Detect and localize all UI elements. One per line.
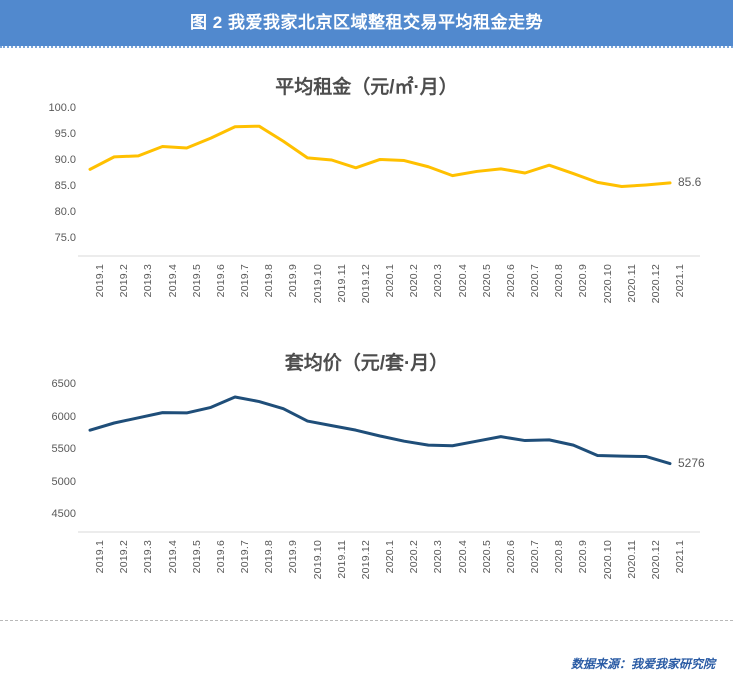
y-axis-tick-label: 5000	[51, 475, 76, 488]
chart-average-rent-per-unit: 套均价（元/套·月） 6500 6000 5500 5000 4500 2019.1 20…	[0, 336, 733, 618]
x-axis-tick-label: 2020.12	[649, 264, 662, 304]
x-axis-tick-label: 2020.5	[480, 264, 493, 298]
x-axis-tick-label: 2020.4	[456, 540, 469, 574]
x-axis-tick-label: 2019.10	[311, 264, 324, 304]
x-axis-tick-label: 2019.2	[118, 540, 131, 574]
x-axis-tick-label: 2019.8	[263, 264, 276, 298]
x-axis-tick-label: 2019.9	[287, 264, 300, 298]
chart-2-plot-area	[0, 384, 733, 534]
y-axis-tick-label: 75.0	[54, 232, 76, 244]
x-axis-tick-label: 2019.3	[142, 540, 155, 574]
page-title: 图 2 我爱我家北京区域整租交易平均租金走势	[190, 13, 543, 32]
chart-1-title: 平均租金（元/㎡·月）	[275, 77, 458, 98]
x-axis-tick-label: 2020.5	[480, 540, 493, 574]
x-axis-tick-label: 2019.5	[190, 264, 203, 298]
y-axis-tick-label: 5500	[51, 443, 76, 455]
chart-2-line-svg	[78, 395, 700, 533]
x-axis-tick-label: 2019.6	[214, 540, 227, 574]
x-axis-tick-label: 2021.1	[674, 540, 686, 574]
chart-2-y-axis: 6500 6000 5500 5000 4500	[28, 378, 76, 534]
x-axis-tick-label: 2020.8	[553, 540, 566, 574]
x-axis-tick-label: 2020.3	[432, 540, 445, 574]
x-axis-tick-label: 2020.9	[577, 264, 590, 298]
y-axis-tick-label: 6500	[51, 378, 76, 390]
x-axis-tick-label: 2019.3	[142, 264, 155, 298]
y-axis-tick-label: 80.0	[54, 206, 76, 218]
y-axis-tick-label: 85.0	[54, 180, 76, 192]
x-axis-tick-label: 2020.2	[408, 264, 421, 298]
x-axis-tick-label: 2020.9	[577, 540, 590, 574]
chart-1-x-axis: 2019.1 2019.2 2019.3 2019.4 2019.5 2019.6 2019…	[0, 264, 733, 330]
data-series-line	[88, 395, 672, 466]
x-axis-tick-label: 2021.1	[674, 264, 686, 298]
header-banner: 图 2 我爱我家北京区域整租交易平均租金走势	[0, 0, 733, 46]
x-axis-tick-label: 2019.10	[311, 540, 324, 580]
x-axis-tick-label: 2019.12	[359, 264, 372, 304]
x-axis-tick-label: 2019.5	[190, 540, 203, 574]
x-axis-tick-label: 2019.4	[166, 540, 179, 574]
chart-1-line-svg	[78, 124, 700, 257]
endpoint-value-label: 5276	[678, 455, 705, 470]
y-axis-tick-label: 4500	[51, 508, 76, 520]
x-axis-tick-label: 2019.9	[287, 540, 300, 574]
x-axis-tick-label: 2020.6	[504, 540, 517, 574]
y-axis-tick-label: 90.0	[54, 154, 76, 166]
x-axis-tick-label: 2019.7	[239, 264, 251, 298]
data-source-note: 数据来源：我爱我家研究院	[570, 657, 715, 671]
x-axis-tick-label: 2020.8	[553, 264, 566, 298]
chart-1-plot-area	[0, 108, 733, 258]
y-axis-tick-label: 100.0	[48, 102, 76, 114]
x-axis-tick-label: 2019.11	[335, 264, 348, 303]
x-axis-tick-label: 2020.3	[432, 264, 445, 298]
x-axis-tick-label: 2019.2	[118, 264, 131, 298]
x-axis-tick-label: 2020.10	[601, 264, 614, 304]
chart-2-title: 套均价（元/套·月）	[284, 353, 449, 374]
chart-2-x-axis: 2019.1 2019.2 2019.3 2019.4 2019.5 2019.6 2019…	[0, 540, 733, 606]
x-axis-tick-label: 2020.7	[529, 264, 541, 298]
x-axis-tick-label: 2020.4	[456, 264, 469, 298]
footer-dashed-divider	[0, 620, 733, 621]
x-axis-tick-label: 2019.7	[239, 540, 251, 574]
x-axis-tick-label: 2020.1	[384, 540, 396, 574]
x-axis-tick-label: 2019.11	[335, 540, 348, 579]
x-axis-tick-label: 2020.2	[408, 540, 421, 574]
x-axis-tick-label: 2020.6	[504, 264, 517, 298]
x-axis-tick-label: 2019.1	[94, 540, 106, 574]
x-axis-tick-label: 2019.8	[263, 540, 276, 574]
x-axis-tick-label: 2020.1	[384, 264, 396, 298]
x-axis-tick-label: 2020.11	[625, 540, 638, 579]
x-axis-tick-label: 2020.12	[649, 540, 662, 580]
x-axis-tick-label: 2019.4	[166, 264, 179, 298]
endpoint-value-label: 85.6	[678, 174, 702, 189]
x-axis-tick-label: 2020.7	[529, 540, 541, 574]
x-axis-tick-label: 2019.6	[214, 264, 227, 298]
x-axis-tick-label: 2020.10	[601, 540, 614, 580]
chart-average-rent-per-sqm: 平均租金（元/㎡·月） 100.0 95.0 90.0 85.0 80.0 75.0 20…	[0, 60, 733, 340]
data-series-line	[88, 124, 672, 189]
y-axis-tick-label: 6000	[51, 410, 76, 423]
x-axis-tick-label: 2019.12	[359, 540, 372, 580]
chart-1-y-axis: 100.0 95.0 90.0 85.0 80.0 75.0	[28, 102, 76, 258]
header-dotted-divider	[0, 46, 733, 48]
x-axis-tick-label: 2019.1	[94, 264, 106, 298]
x-axis-tick-label: 2020.11	[625, 264, 638, 303]
y-axis-tick-label: 95.0	[54, 128, 76, 140]
